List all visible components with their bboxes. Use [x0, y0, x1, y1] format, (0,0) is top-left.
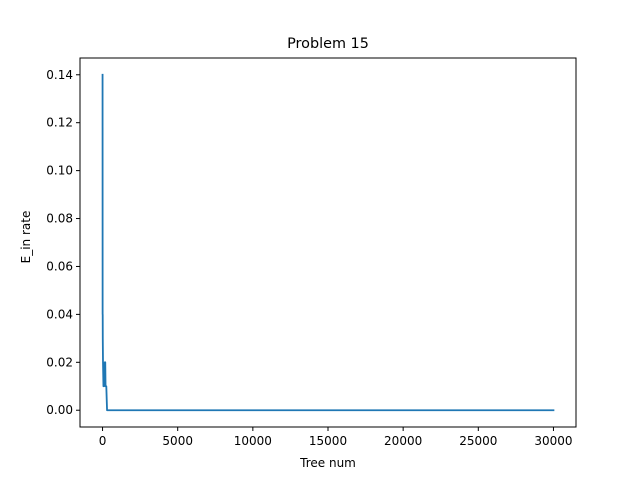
x-axis-label: Tree num: [299, 456, 356, 470]
axes: 0 5000 10000 15000 20000 25000 30000 0.00 0.02 0.…: [46, 57, 577, 448]
x-tick-label: 20000: [384, 434, 422, 448]
plot-area: [101, 73, 555, 412]
y-axis-label: E_in rate: [19, 211, 33, 264]
y-tick-label: 0.14: [46, 68, 73, 82]
x-tick-label: 30000: [534, 434, 572, 448]
y-tick-label: 0.08: [46, 212, 73, 226]
series-line-1: [101, 73, 555, 412]
y-tick-label: 0.02: [46, 355, 73, 369]
x-tick-label: 15000: [309, 434, 347, 448]
y-tick-label: 0.00: [46, 403, 73, 417]
x-tick-label: 0: [99, 434, 107, 448]
x-tick-label: 5000: [162, 434, 193, 448]
y-tick-label: 0.12: [46, 116, 73, 130]
y-tick-label: 0.06: [46, 259, 73, 273]
chart-title: Problem 15: [287, 36, 369, 52]
x-tick-label: 25000: [459, 434, 497, 448]
x-tick-label: 10000: [234, 434, 272, 448]
y-tick-label: 0.10: [46, 164, 73, 178]
y-tick-label: 0.04: [46, 307, 73, 321]
